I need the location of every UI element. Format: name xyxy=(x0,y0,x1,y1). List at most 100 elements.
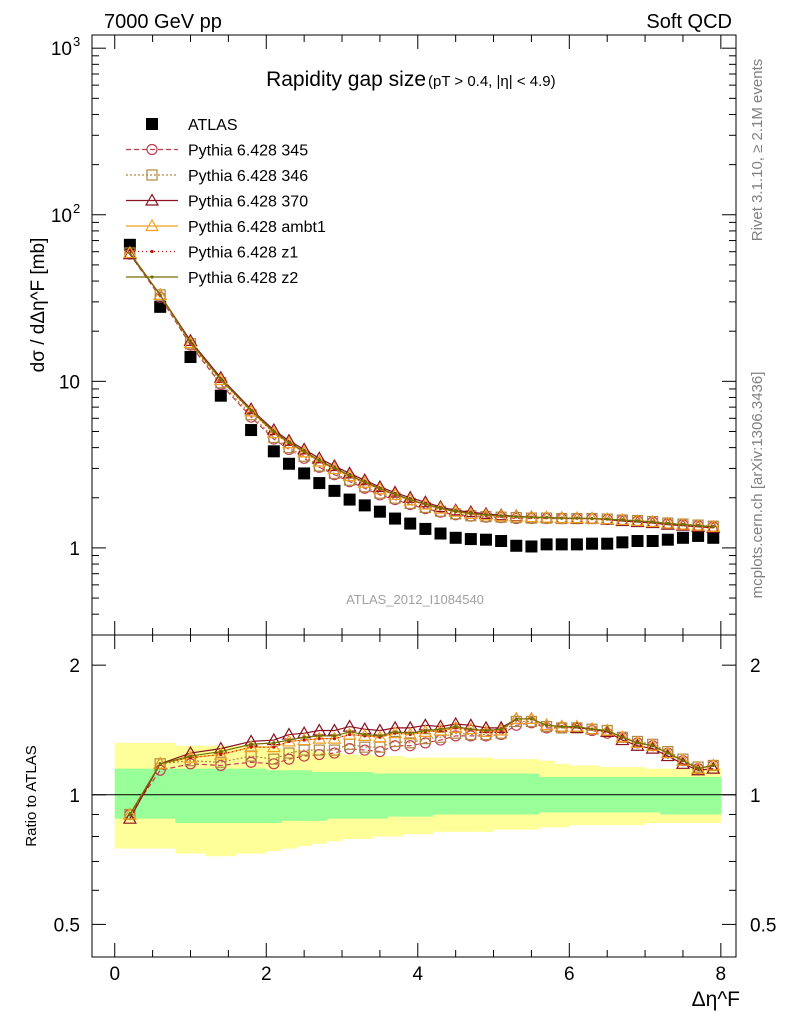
ratio-point xyxy=(524,711,539,725)
ratio-point xyxy=(560,724,564,729)
ratio-point xyxy=(575,724,579,729)
ratio-point xyxy=(635,741,640,745)
data-point xyxy=(434,527,447,540)
data-point xyxy=(298,467,311,480)
ratio-point xyxy=(556,722,568,734)
ratio-point xyxy=(645,741,660,754)
data-point xyxy=(312,454,327,467)
ratio-point xyxy=(245,756,257,768)
ratio-point xyxy=(122,807,137,820)
data-point xyxy=(570,538,583,551)
legend-label: ATLAS xyxy=(188,117,238,134)
data-point xyxy=(343,493,356,506)
ratio-point xyxy=(404,737,416,749)
ratio-point xyxy=(434,731,447,743)
data-point xyxy=(554,510,569,524)
data-point xyxy=(272,429,276,434)
data-point xyxy=(585,511,600,524)
stat-band-bin xyxy=(508,773,525,815)
data-point xyxy=(433,499,448,513)
ratio-point xyxy=(711,763,715,768)
ratio-point xyxy=(122,811,137,824)
data-point xyxy=(184,350,197,363)
legend-marker xyxy=(146,118,158,130)
data-point xyxy=(681,523,685,527)
data-point xyxy=(183,333,198,346)
ratio-point xyxy=(454,724,458,729)
data-point xyxy=(153,287,168,301)
ratio-point xyxy=(348,730,352,734)
data-point xyxy=(188,340,193,344)
ratio-point xyxy=(298,750,310,762)
data-point xyxy=(454,509,458,513)
ratio-point xyxy=(268,753,280,765)
ratio-point xyxy=(419,733,431,745)
x-tick-label: 0 xyxy=(109,964,120,985)
ratio-point xyxy=(378,734,382,738)
ratio-point xyxy=(158,762,162,766)
ratio-point xyxy=(249,745,253,749)
legend-label: Pythia 6.428 z1 xyxy=(188,245,298,262)
legend-marker xyxy=(150,275,154,279)
data-point xyxy=(707,531,720,544)
stat-band-bin xyxy=(342,771,358,819)
ratio-point xyxy=(302,735,306,739)
ratio-point xyxy=(372,730,387,743)
stat-band-bin xyxy=(281,770,297,821)
ratio-point xyxy=(469,727,473,731)
data-point xyxy=(363,480,367,484)
ratio-y-tick-label-right: 1 xyxy=(750,786,761,807)
legend-label: Pythia 6.428 370 xyxy=(188,194,308,211)
stat-band-bin xyxy=(675,776,691,815)
data-point xyxy=(302,449,306,453)
data-point xyxy=(403,490,418,503)
ratio-point xyxy=(328,744,341,756)
data-point xyxy=(586,537,599,550)
data-point xyxy=(651,520,655,524)
ratio-point xyxy=(569,719,584,732)
data-point xyxy=(540,538,553,551)
ratio-point xyxy=(363,732,367,737)
data-point xyxy=(372,479,387,493)
data-point xyxy=(389,512,402,525)
ratio-point xyxy=(272,741,276,745)
ratio-point xyxy=(620,735,624,739)
data-point xyxy=(661,533,674,546)
y-tick-label: 10 xyxy=(51,39,72,60)
y-tick-label: 10 xyxy=(51,206,72,227)
data-point xyxy=(666,521,670,526)
data-point xyxy=(711,525,715,529)
x-tick-label: 6 xyxy=(564,964,575,985)
data-point xyxy=(478,506,494,520)
data-point xyxy=(282,457,295,470)
data-point xyxy=(484,513,488,517)
data-point xyxy=(408,497,412,502)
data-point xyxy=(539,510,554,523)
ratio-point xyxy=(615,732,630,746)
data-point xyxy=(692,529,705,542)
ratio-point xyxy=(313,744,325,756)
ratio-point xyxy=(600,724,615,737)
rivet-version-label: Rivet 3.1.10, ≥ 2.1M events xyxy=(749,59,766,242)
data-point xyxy=(342,466,357,479)
data-point xyxy=(499,514,503,518)
legend-label: Pythia 6.428 346 xyxy=(188,168,308,185)
stat-band-bin xyxy=(326,771,343,819)
data-point xyxy=(525,512,538,524)
y-tick-label: 1 xyxy=(69,539,80,560)
data-point xyxy=(616,536,629,549)
ratio-point xyxy=(389,735,401,748)
data-point xyxy=(249,408,253,412)
data-point xyxy=(544,516,549,520)
stat-band-bin xyxy=(690,776,707,815)
ratio-point xyxy=(529,717,534,721)
ratio-point xyxy=(244,739,259,753)
data-point xyxy=(213,372,228,385)
ratio-y-tick-label-right: 0.5 xyxy=(750,915,776,936)
chart-title-sub: (pT > 0.4, |η| < 4.9) xyxy=(428,73,556,90)
ratio-point xyxy=(418,718,433,731)
ratio-plot-frame xyxy=(91,634,737,958)
data-point xyxy=(357,472,372,486)
legend-entry: ATLAS xyxy=(146,117,238,134)
x-tick-label: 2 xyxy=(261,964,272,985)
